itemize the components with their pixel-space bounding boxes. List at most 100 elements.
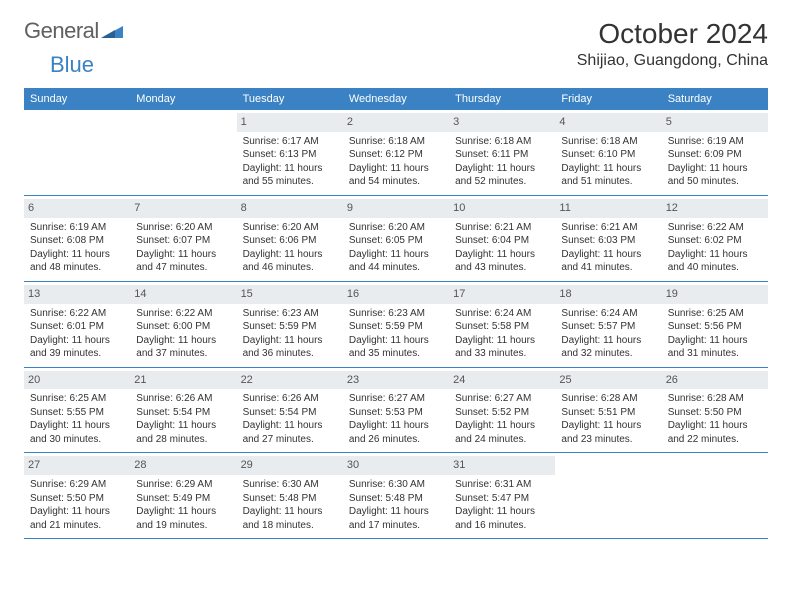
day-cell: 26Sunrise: 6:28 AMSunset: 5:50 PMDayligh… — [662, 368, 768, 453]
day-number: 29 — [237, 456, 343, 475]
day-cell: 6Sunrise: 6:19 AMSunset: 6:08 PMDaylight… — [24, 196, 130, 281]
sunset-text: Sunset: 5:57 PM — [561, 320, 655, 334]
day-info: Sunrise: 6:21 AMSunset: 6:03 PMDaylight:… — [561, 221, 655, 275]
day-info: Sunrise: 6:27 AMSunset: 5:53 PMDaylight:… — [349, 392, 443, 446]
week-row: 20Sunrise: 6:25 AMSunset: 5:55 PMDayligh… — [24, 368, 768, 454]
sunset-text: Sunset: 6:12 PM — [349, 148, 443, 162]
daylight-text: Daylight: 11 hours and 55 minutes. — [243, 162, 337, 189]
sunrise-text: Sunrise: 6:20 AM — [349, 221, 443, 235]
daylight-text: Daylight: 11 hours and 54 minutes. — [349, 162, 443, 189]
weekday-cell: Saturday — [662, 88, 768, 110]
day-number: 24 — [449, 371, 555, 390]
day-info: Sunrise: 6:23 AMSunset: 5:59 PMDaylight:… — [349, 307, 443, 361]
day-info: Sunrise: 6:26 AMSunset: 5:54 PMDaylight:… — [136, 392, 230, 446]
daylight-text: Daylight: 11 hours and 17 minutes. — [349, 505, 443, 532]
daylight-text: Daylight: 11 hours and 35 minutes. — [349, 334, 443, 361]
day-info: Sunrise: 6:22 AMSunset: 6:01 PMDaylight:… — [30, 307, 124, 361]
month-title: October 2024 — [577, 18, 768, 50]
sunset-text: Sunset: 6:09 PM — [668, 148, 762, 162]
sunrise-text: Sunrise: 6:17 AM — [243, 135, 337, 149]
day-info: Sunrise: 6:18 AMSunset: 6:12 PMDaylight:… — [349, 135, 443, 189]
sunrise-text: Sunrise: 6:22 AM — [30, 307, 124, 321]
day-cell: 1 Sunrise: 6:17 AMSunset: 6:13 PMDaylight… — [237, 110, 343, 195]
day-number: 14 — [130, 285, 236, 304]
sunrise-text: Sunrise: 6:25 AM — [30, 392, 124, 406]
day-number: 12 — [662, 199, 768, 218]
daylight-text: Daylight: 11 hours and 47 minutes. — [136, 248, 230, 275]
day-number: 10 — [449, 199, 555, 218]
sunrise-text: Sunrise: 6:31 AM — [455, 478, 549, 492]
day-cell — [24, 110, 130, 195]
day-info: Sunrise: 6:28 AMSunset: 5:50 PMDaylight:… — [668, 392, 762, 446]
day-cell: 23 Sunrise: 6:27 AMSunset: 5:53 PMDayligh… — [343, 368, 449, 453]
sunrise-text: Sunrise: 6:26 AM — [136, 392, 230, 406]
day-cell: 22 Sunrise: 6:26 AMSunset: 5:54 PMDayligh… — [237, 368, 343, 453]
day-info: Sunrise: 6:28 AMSunset: 5:51 PMDaylight:… — [561, 392, 655, 446]
day-info: Sunrise: 6:26 AMSunset: 5:54 PMDaylight:… — [243, 392, 337, 446]
day-cell: 7Sunrise: 6:20 AMSunset: 6:07 PMDaylight… — [130, 196, 236, 281]
sunset-text: Sunset: 5:54 PM — [136, 406, 230, 420]
day-info: Sunrise: 6:20 AMSunset: 6:07 PMDaylight:… — [136, 221, 230, 275]
daylight-text: Daylight: 11 hours and 52 minutes. — [455, 162, 549, 189]
day-cell: 16Sunrise: 6:23 AMSunset: 5:59 PMDayligh… — [343, 282, 449, 367]
sunset-text: Sunset: 5:59 PM — [349, 320, 443, 334]
day-info: Sunrise: 6:22 AMSunset: 6:00 PMDaylight:… — [136, 307, 230, 361]
daylight-text: Daylight: 11 hours and 50 minutes. — [668, 162, 762, 189]
daylight-text: Daylight: 11 hours and 18 minutes. — [243, 505, 337, 532]
day-number: 2 — [343, 113, 449, 132]
daylight-text: Daylight: 11 hours and 21 minutes. — [30, 505, 124, 532]
sunrise-text: Sunrise: 6:23 AM — [243, 307, 337, 321]
daylight-text: Daylight: 11 hours and 32 minutes. — [561, 334, 655, 361]
day-info: Sunrise: 6:29 AMSunset: 5:50 PMDaylight:… — [30, 478, 124, 532]
sunrise-text: Sunrise: 6:28 AM — [668, 392, 762, 406]
sunrise-text: Sunrise: 6:18 AM — [561, 135, 655, 149]
sunset-text: Sunset: 5:50 PM — [668, 406, 762, 420]
day-info: Sunrise: 6:24 AMSunset: 5:58 PMDaylight:… — [455, 307, 549, 361]
day-cell: 11 Sunrise: 6:21 AMSunset: 6:03 PMDayligh… — [555, 196, 661, 281]
weekday-cell: Thursday — [449, 88, 555, 110]
daylight-text: Daylight: 11 hours and 39 minutes. — [30, 334, 124, 361]
day-number: 21 — [130, 371, 236, 390]
daylight-text: Daylight: 11 hours and 41 minutes. — [561, 248, 655, 275]
day-number — [24, 113, 130, 132]
day-cell: 17Sunrise: 6:24 AMSunset: 5:58 PMDayligh… — [449, 282, 555, 367]
day-cell: 18Sunrise: 6:24 AMSunset: 5:57 PMDayligh… — [555, 282, 661, 367]
day-cell: 4Sunrise: 6:18 AMSunset: 6:10 PMDaylight… — [555, 110, 661, 195]
day-number: 31 — [449, 456, 555, 475]
sunrise-text: Sunrise: 6:29 AM — [30, 478, 124, 492]
day-cell: 31Sunrise: 6:31 AMSunset: 5:47 PMDayligh… — [449, 453, 555, 538]
sunset-text: Sunset: 6:10 PM — [561, 148, 655, 162]
daylight-text: Daylight: 11 hours and 44 minutes. — [349, 248, 443, 275]
sunset-text: Sunset: 5:58 PM — [455, 320, 549, 334]
sunrise-text: Sunrise: 6:18 AM — [455, 135, 549, 149]
day-cell: 12Sunrise: 6:22 AMSunset: 6:02 PMDayligh… — [662, 196, 768, 281]
day-cell: 9Sunrise: 6:20 AMSunset: 6:05 PMDaylight… — [343, 196, 449, 281]
sunset-text: Sunset: 5:52 PM — [455, 406, 549, 420]
day-cell: 3Sunrise: 6:18 AMSunset: 6:11 PMDaylight… — [449, 110, 555, 195]
week-row: 27Sunrise: 6:29 AMSunset: 5:50 PMDayligh… — [24, 453, 768, 539]
sunset-text: Sunset: 5:50 PM — [30, 492, 124, 506]
sunrise-text: Sunrise: 6:20 AM — [136, 221, 230, 235]
day-number: 11 — [555, 199, 661, 218]
day-cell: 30Sunrise: 6:30 AMSunset: 5:48 PMDayligh… — [343, 453, 449, 538]
day-number: 1 — [237, 113, 343, 132]
sunrise-text: Sunrise: 6:25 AM — [668, 307, 762, 321]
day-info: Sunrise: 6:25 AMSunset: 5:55 PMDaylight:… — [30, 392, 124, 446]
sunrise-text: Sunrise: 6:30 AM — [349, 478, 443, 492]
day-info: Sunrise: 6:20 AMSunset: 6:06 PMDaylight:… — [243, 221, 337, 275]
sunset-text: Sunset: 6:01 PM — [30, 320, 124, 334]
title-block: October 2024 Shijiao, Guangdong, China — [577, 18, 768, 70]
sunrise-text: Sunrise: 6:30 AM — [243, 478, 337, 492]
daylight-text: Daylight: 11 hours and 30 minutes. — [30, 419, 124, 446]
sunrise-text: Sunrise: 6:27 AM — [455, 392, 549, 406]
location-label: Shijiao, Guangdong, China — [577, 52, 768, 70]
day-number: 28 — [130, 456, 236, 475]
day-number: 23 — [343, 371, 449, 390]
sunset-text: Sunset: 6:05 PM — [349, 234, 443, 248]
day-cell: 15Sunrise: 6:23 AMSunset: 5:59 PMDayligh… — [237, 282, 343, 367]
day-info: Sunrise: 6:25 AMSunset: 5:56 PMDaylight:… — [668, 307, 762, 361]
day-info: Sunrise: 6:24 AMSunset: 5:57 PMDaylight:… — [561, 307, 655, 361]
day-number: 22 — [237, 371, 343, 390]
sunset-text: Sunset: 6:13 PM — [243, 148, 337, 162]
sunrise-text: Sunrise: 6:24 AM — [455, 307, 549, 321]
